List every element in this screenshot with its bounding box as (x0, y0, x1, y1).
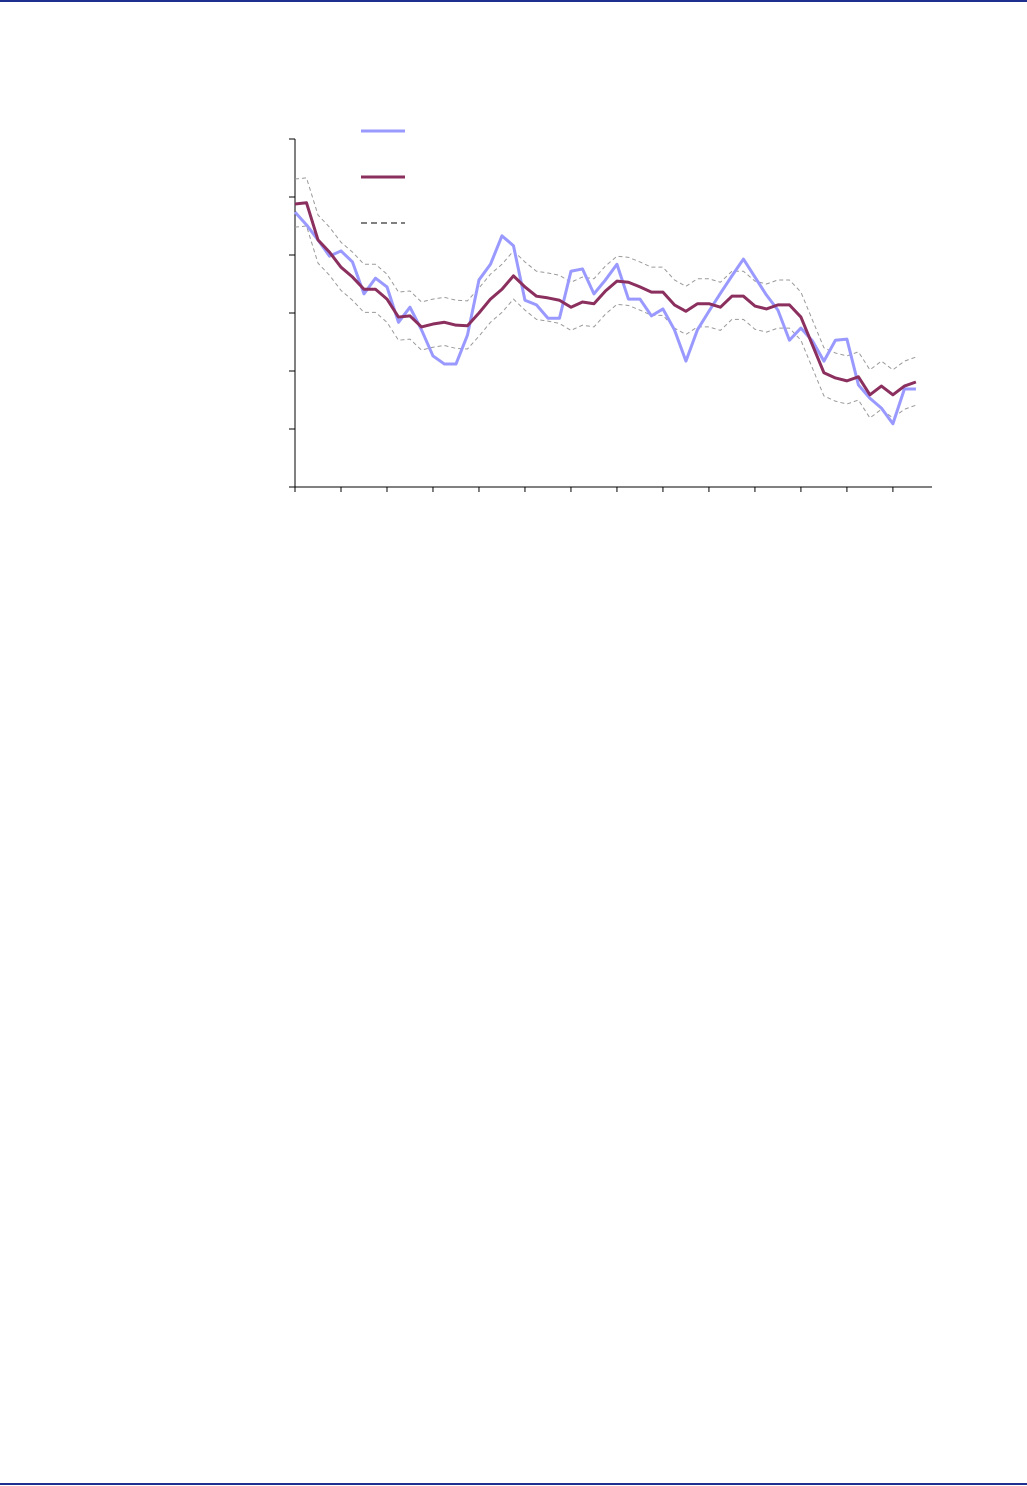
series-line (294, 201, 917, 397)
series-line (294, 225, 917, 419)
series-line (293, 211, 916, 426)
series-line (294, 177, 917, 371)
